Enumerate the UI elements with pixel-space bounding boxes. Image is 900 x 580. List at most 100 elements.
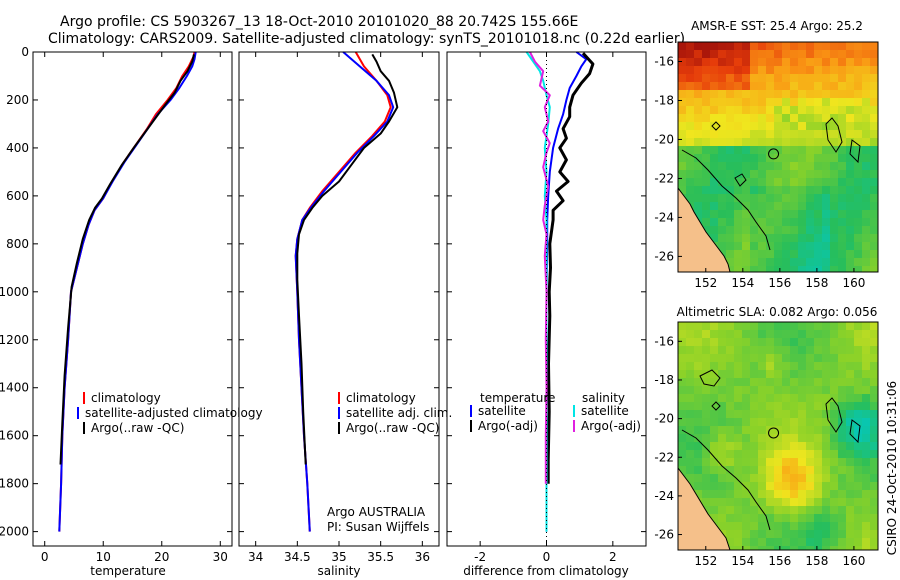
sla-cell (806, 402, 814, 410)
sla-cell (774, 490, 782, 498)
sla-cell (806, 466, 814, 474)
sla-cell (750, 474, 758, 482)
sla-island-3 (711, 401, 721, 411)
sst-cell (846, 58, 854, 66)
sst-cell (822, 170, 830, 178)
sst-cell (758, 66, 766, 74)
sst-cell (742, 98, 750, 106)
sla-cell (726, 530, 734, 538)
difference-series (525, 51, 595, 532)
sla-cell (718, 434, 726, 442)
sla-cell (814, 482, 822, 490)
sla-cell (734, 522, 742, 530)
sla-cell (814, 410, 822, 418)
sst-cell (814, 114, 822, 122)
sla-cell (766, 434, 774, 442)
salinity-panel: 34 34.5 35 35.5 36 salinity climatology sate… (238, 51, 452, 578)
sla-cell (822, 514, 830, 522)
sst-cell (838, 250, 846, 258)
sst-cell (790, 234, 798, 242)
sst-cell (678, 122, 686, 130)
sla-cell (870, 346, 878, 354)
sla-cell (710, 482, 718, 490)
sst-cell (734, 114, 742, 122)
sst-cell (694, 194, 702, 202)
sla-cell (694, 490, 702, 498)
sla-cell (806, 530, 814, 538)
sla-cell (814, 442, 822, 450)
sla-cell (710, 322, 718, 330)
sla-cell (822, 394, 830, 402)
sla-cell (782, 482, 790, 490)
sst-cell (854, 90, 862, 98)
sst-cell (798, 218, 806, 226)
sst-cell (686, 90, 694, 98)
sst-cell (766, 58, 774, 66)
sla-cell (870, 362, 878, 370)
sst-cell (710, 74, 718, 82)
sst-cell (750, 234, 758, 242)
sla-cell (742, 482, 750, 490)
sla-cell (798, 514, 806, 522)
sst-cell (846, 266, 854, 272)
sla-cell (774, 322, 782, 330)
sla-xtick-label: 160 (842, 554, 865, 568)
sla-cell (694, 458, 702, 466)
sst-cell (782, 218, 790, 226)
sla-cell (750, 434, 758, 442)
difference-frame (446, 51, 647, 547)
sla-cell (798, 426, 806, 434)
salinity-series (294, 51, 399, 532)
sst-cell (814, 234, 822, 242)
sst-cell (790, 146, 798, 154)
sla-cell (846, 530, 854, 538)
sst-cell (846, 138, 854, 146)
sla-cell (766, 450, 774, 458)
sst-cell (758, 162, 766, 170)
sst-cell (726, 50, 734, 58)
sla-cell (830, 482, 838, 490)
sla-cell (846, 410, 854, 418)
sla-cell (710, 466, 718, 474)
sla-cell (750, 498, 758, 506)
sla-cell (758, 522, 766, 530)
sla-cell (838, 506, 846, 514)
sla-cell (830, 394, 838, 402)
sla-cell (694, 474, 702, 482)
sst-cell (694, 122, 702, 130)
sla-cell (806, 458, 814, 466)
sst-cell (854, 130, 862, 138)
sla-cell (854, 458, 862, 466)
sla-cell (806, 354, 814, 362)
sla-cell (798, 458, 806, 466)
sla-cell (846, 338, 854, 346)
sla-cell (782, 466, 790, 474)
sla-cell (870, 522, 878, 530)
sla-cell (870, 458, 878, 466)
sst-cell (750, 74, 758, 82)
sla-cell (678, 346, 686, 354)
sla-cell (734, 538, 742, 546)
sst-cell (678, 58, 686, 66)
sst-cell (718, 122, 726, 130)
sla-cell (814, 450, 822, 458)
sst-cell (718, 82, 726, 90)
sst-cell (718, 202, 726, 210)
sla-cell (742, 426, 750, 434)
sst-cell (830, 186, 838, 194)
sst-cell (758, 82, 766, 90)
sst-cell (838, 266, 846, 272)
sla-cell (702, 338, 710, 346)
sla-cell (766, 538, 774, 546)
sst-cell (862, 66, 870, 74)
sst-cell (838, 194, 846, 202)
sla-cell (822, 442, 830, 450)
sst-cell (774, 146, 782, 154)
sst-cell (718, 114, 726, 122)
sst-cell (718, 162, 726, 170)
sla-cell (766, 386, 774, 394)
sla-cell (870, 322, 878, 330)
sst-cell (726, 170, 734, 178)
sla-cell (870, 426, 878, 434)
sst-cell (862, 74, 870, 82)
